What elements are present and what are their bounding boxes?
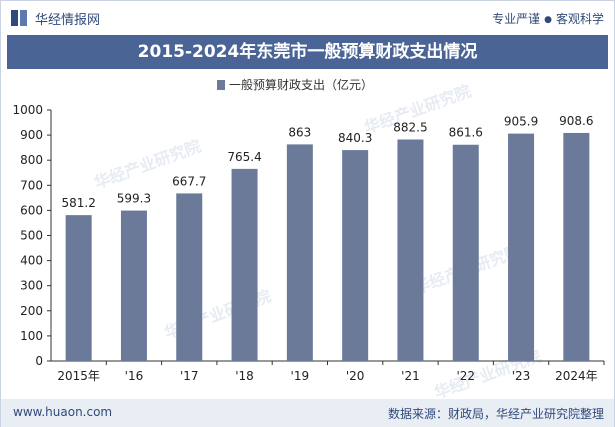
y-tick-label: 100 bbox=[20, 329, 43, 343]
site-url: www.huaon.com bbox=[13, 405, 113, 419]
data-label: 667.7 bbox=[172, 174, 206, 188]
bar bbox=[342, 150, 369, 361]
data-label: 861.6 bbox=[449, 126, 483, 140]
bar bbox=[563, 132, 590, 361]
y-tick-label: 300 bbox=[20, 279, 43, 293]
y-tick-label: 0 bbox=[35, 354, 43, 368]
x-tick-label: '21 bbox=[401, 369, 420, 383]
x-tick-label: '19 bbox=[291, 369, 310, 383]
legend-label: 一般预算财政支出（亿元） bbox=[229, 77, 373, 92]
data-label: 905.9 bbox=[504, 115, 538, 129]
logo-icon bbox=[11, 10, 27, 26]
dot-separator: ● bbox=[544, 15, 552, 25]
chart-title: 2015-2024年东莞市一般预算财政支出情况 bbox=[7, 35, 608, 69]
bar bbox=[397, 139, 424, 361]
x-tick-label: '18 bbox=[235, 369, 254, 383]
y-tick-label: 700 bbox=[20, 178, 43, 192]
top-bar: 华经情报网 专业严谨 ● 客观科学 bbox=[1, 1, 614, 35]
y-tick-label: 900 bbox=[20, 128, 43, 142]
bar bbox=[286, 144, 313, 361]
data-label: 599.3 bbox=[117, 192, 151, 206]
bar bbox=[508, 133, 535, 361]
bar bbox=[65, 215, 92, 361]
brand-name: 华经情报网 bbox=[35, 13, 101, 28]
data-source: 数据来源：财政局，华经产业研究院整理 bbox=[387, 407, 604, 421]
x-tick-label: '23 bbox=[512, 369, 531, 383]
slogan-left: 专业严谨 bbox=[492, 12, 541, 26]
data-label: 581.2 bbox=[61, 196, 95, 210]
y-tick-label: 400 bbox=[20, 254, 43, 268]
x-tick-label: '20 bbox=[346, 369, 365, 383]
x-tick-label: '17 bbox=[180, 369, 199, 383]
x-tick-label: '16 bbox=[125, 369, 144, 383]
y-tick-label: 500 bbox=[20, 229, 43, 243]
slogan: 专业严谨 ● 客观科学 bbox=[492, 10, 604, 27]
bar bbox=[176, 193, 203, 361]
bar bbox=[231, 168, 258, 361]
y-tick-label: 600 bbox=[20, 203, 43, 217]
slogan-right: 客观科学 bbox=[555, 12, 604, 26]
y-tick-label: 200 bbox=[20, 304, 43, 318]
y-tick-label: 1000 bbox=[12, 103, 43, 117]
x-tick-label: '22 bbox=[456, 369, 475, 383]
x-tick-label: 2024年 bbox=[555, 369, 598, 383]
bar-chart: 一般预算财政支出（亿元） 0 100 200 300 400 500 600 700 800 900… bbox=[12, 77, 605, 383]
bar bbox=[120, 210, 147, 361]
data-label: 908.6 bbox=[559, 114, 593, 128]
data-label: 863 bbox=[288, 125, 311, 139]
footer: www.huaon.com 数据来源：财政局，华经产业研究院整理 bbox=[1, 399, 614, 427]
x-tick-label: 2015年 bbox=[57, 369, 100, 383]
data-label: 840.3 bbox=[338, 131, 372, 145]
bar bbox=[452, 144, 479, 361]
data-label: 765.4 bbox=[227, 150, 261, 164]
y-tick-label: 800 bbox=[20, 153, 43, 167]
legend-swatch bbox=[217, 80, 225, 90]
data-label: 882.5 bbox=[393, 120, 427, 134]
